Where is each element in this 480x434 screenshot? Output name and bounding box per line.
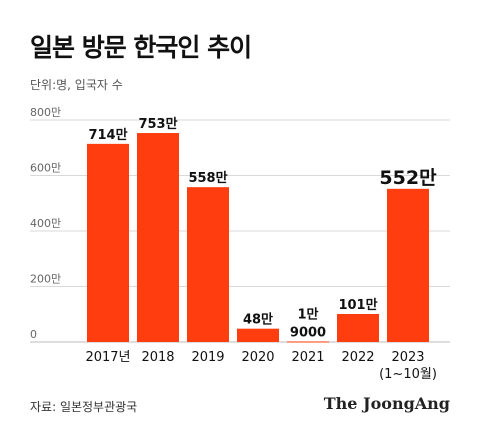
data-label: 552만 xyxy=(379,167,437,189)
x-tick-label: 2020 xyxy=(241,350,274,365)
brand-logo: The JoongAng xyxy=(323,394,450,413)
y-tick-label: 400만 xyxy=(30,217,61,230)
x-axis-labels: 2017년 2018 2019 2020 2021 2022 2023 (1~10월) xyxy=(85,350,436,382)
data-label: 714만 xyxy=(88,127,127,143)
bars xyxy=(87,133,429,343)
bar xyxy=(187,187,229,342)
y-tick-label: 0 xyxy=(30,328,37,341)
bar xyxy=(387,188,429,342)
page-title: 일본 방문 한국인 추이 xyxy=(30,33,252,62)
data-label: 101만 xyxy=(338,297,377,313)
data-label: 48만 xyxy=(243,312,273,328)
bar xyxy=(237,328,279,342)
data-label: 558만 xyxy=(188,170,227,186)
x-tick-label: 2018 xyxy=(141,350,174,365)
bar xyxy=(87,143,129,342)
x-tick-label: 2017년 xyxy=(85,350,130,365)
x-tick-label: 2019 xyxy=(191,350,224,365)
y-tick-label: 200만 xyxy=(30,273,61,286)
y-tick-label: 600만 xyxy=(30,162,61,175)
data-labels: 714만 753만 558만 48만 1만 9000 101만 552만 xyxy=(88,116,437,340)
data-label: 753만 xyxy=(138,116,177,132)
unit-subtitle: 단위:명, 입국자 수 xyxy=(30,78,123,92)
x-tick-label: 2021 xyxy=(291,350,324,365)
bar xyxy=(287,341,329,343)
data-label: 1만 9000 xyxy=(290,306,326,340)
source-note: 자료: 일본정부관광국 xyxy=(30,400,138,414)
bar xyxy=(337,313,379,342)
bar xyxy=(137,133,179,342)
y-axis-labels: 0 200만 400만 600만 800만 xyxy=(30,106,61,341)
x-tick-label: 2022 xyxy=(341,350,374,365)
x-tick-label: 2023 (1~10월) xyxy=(379,350,437,382)
y-tick-label: 800만 xyxy=(30,106,61,119)
